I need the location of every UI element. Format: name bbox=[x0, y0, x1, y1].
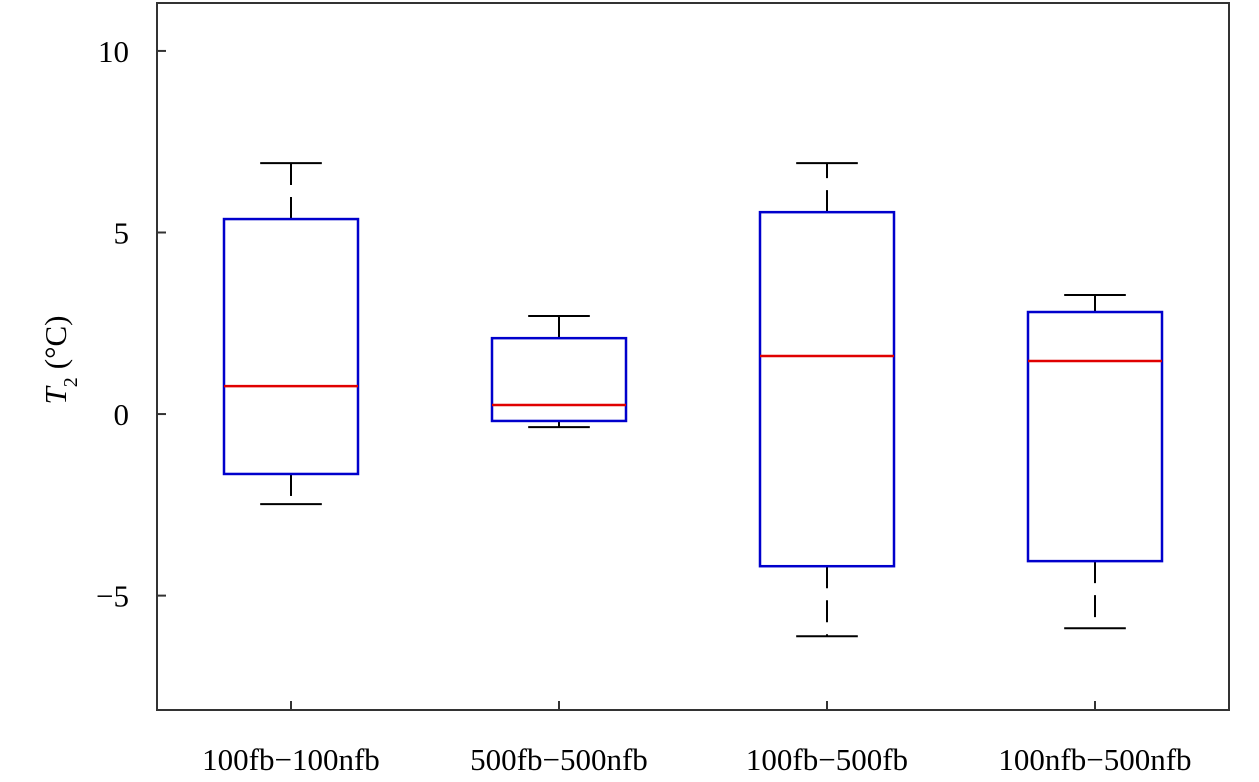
y-axis-label: T2 (°C) bbox=[38, 316, 82, 405]
box bbox=[490, 336, 628, 423]
box bbox=[222, 217, 360, 476]
x-tick-label: 500fb−500nfb bbox=[470, 742, 648, 777]
y-label-symbol: T bbox=[38, 384, 73, 404]
x-tick-label: 100nfb−500nfb bbox=[998, 742, 1191, 777]
y-tick-label: −5 bbox=[96, 579, 129, 614]
box bbox=[758, 210, 896, 568]
x-tick-label: 100fb−100nfb bbox=[202, 742, 380, 777]
y-label-unit: (°C) bbox=[38, 316, 73, 370]
y-label-subscript: 2 bbox=[60, 377, 82, 387]
y-tick-label: 10 bbox=[98, 34, 129, 69]
box bbox=[1026, 310, 1164, 563]
y-tick-label: 0 bbox=[114, 397, 130, 432]
plot-frame bbox=[156, 2, 1230, 711]
x-tick-label: 100fb−500fb bbox=[746, 742, 908, 777]
y-tick-label: 5 bbox=[114, 215, 130, 250]
